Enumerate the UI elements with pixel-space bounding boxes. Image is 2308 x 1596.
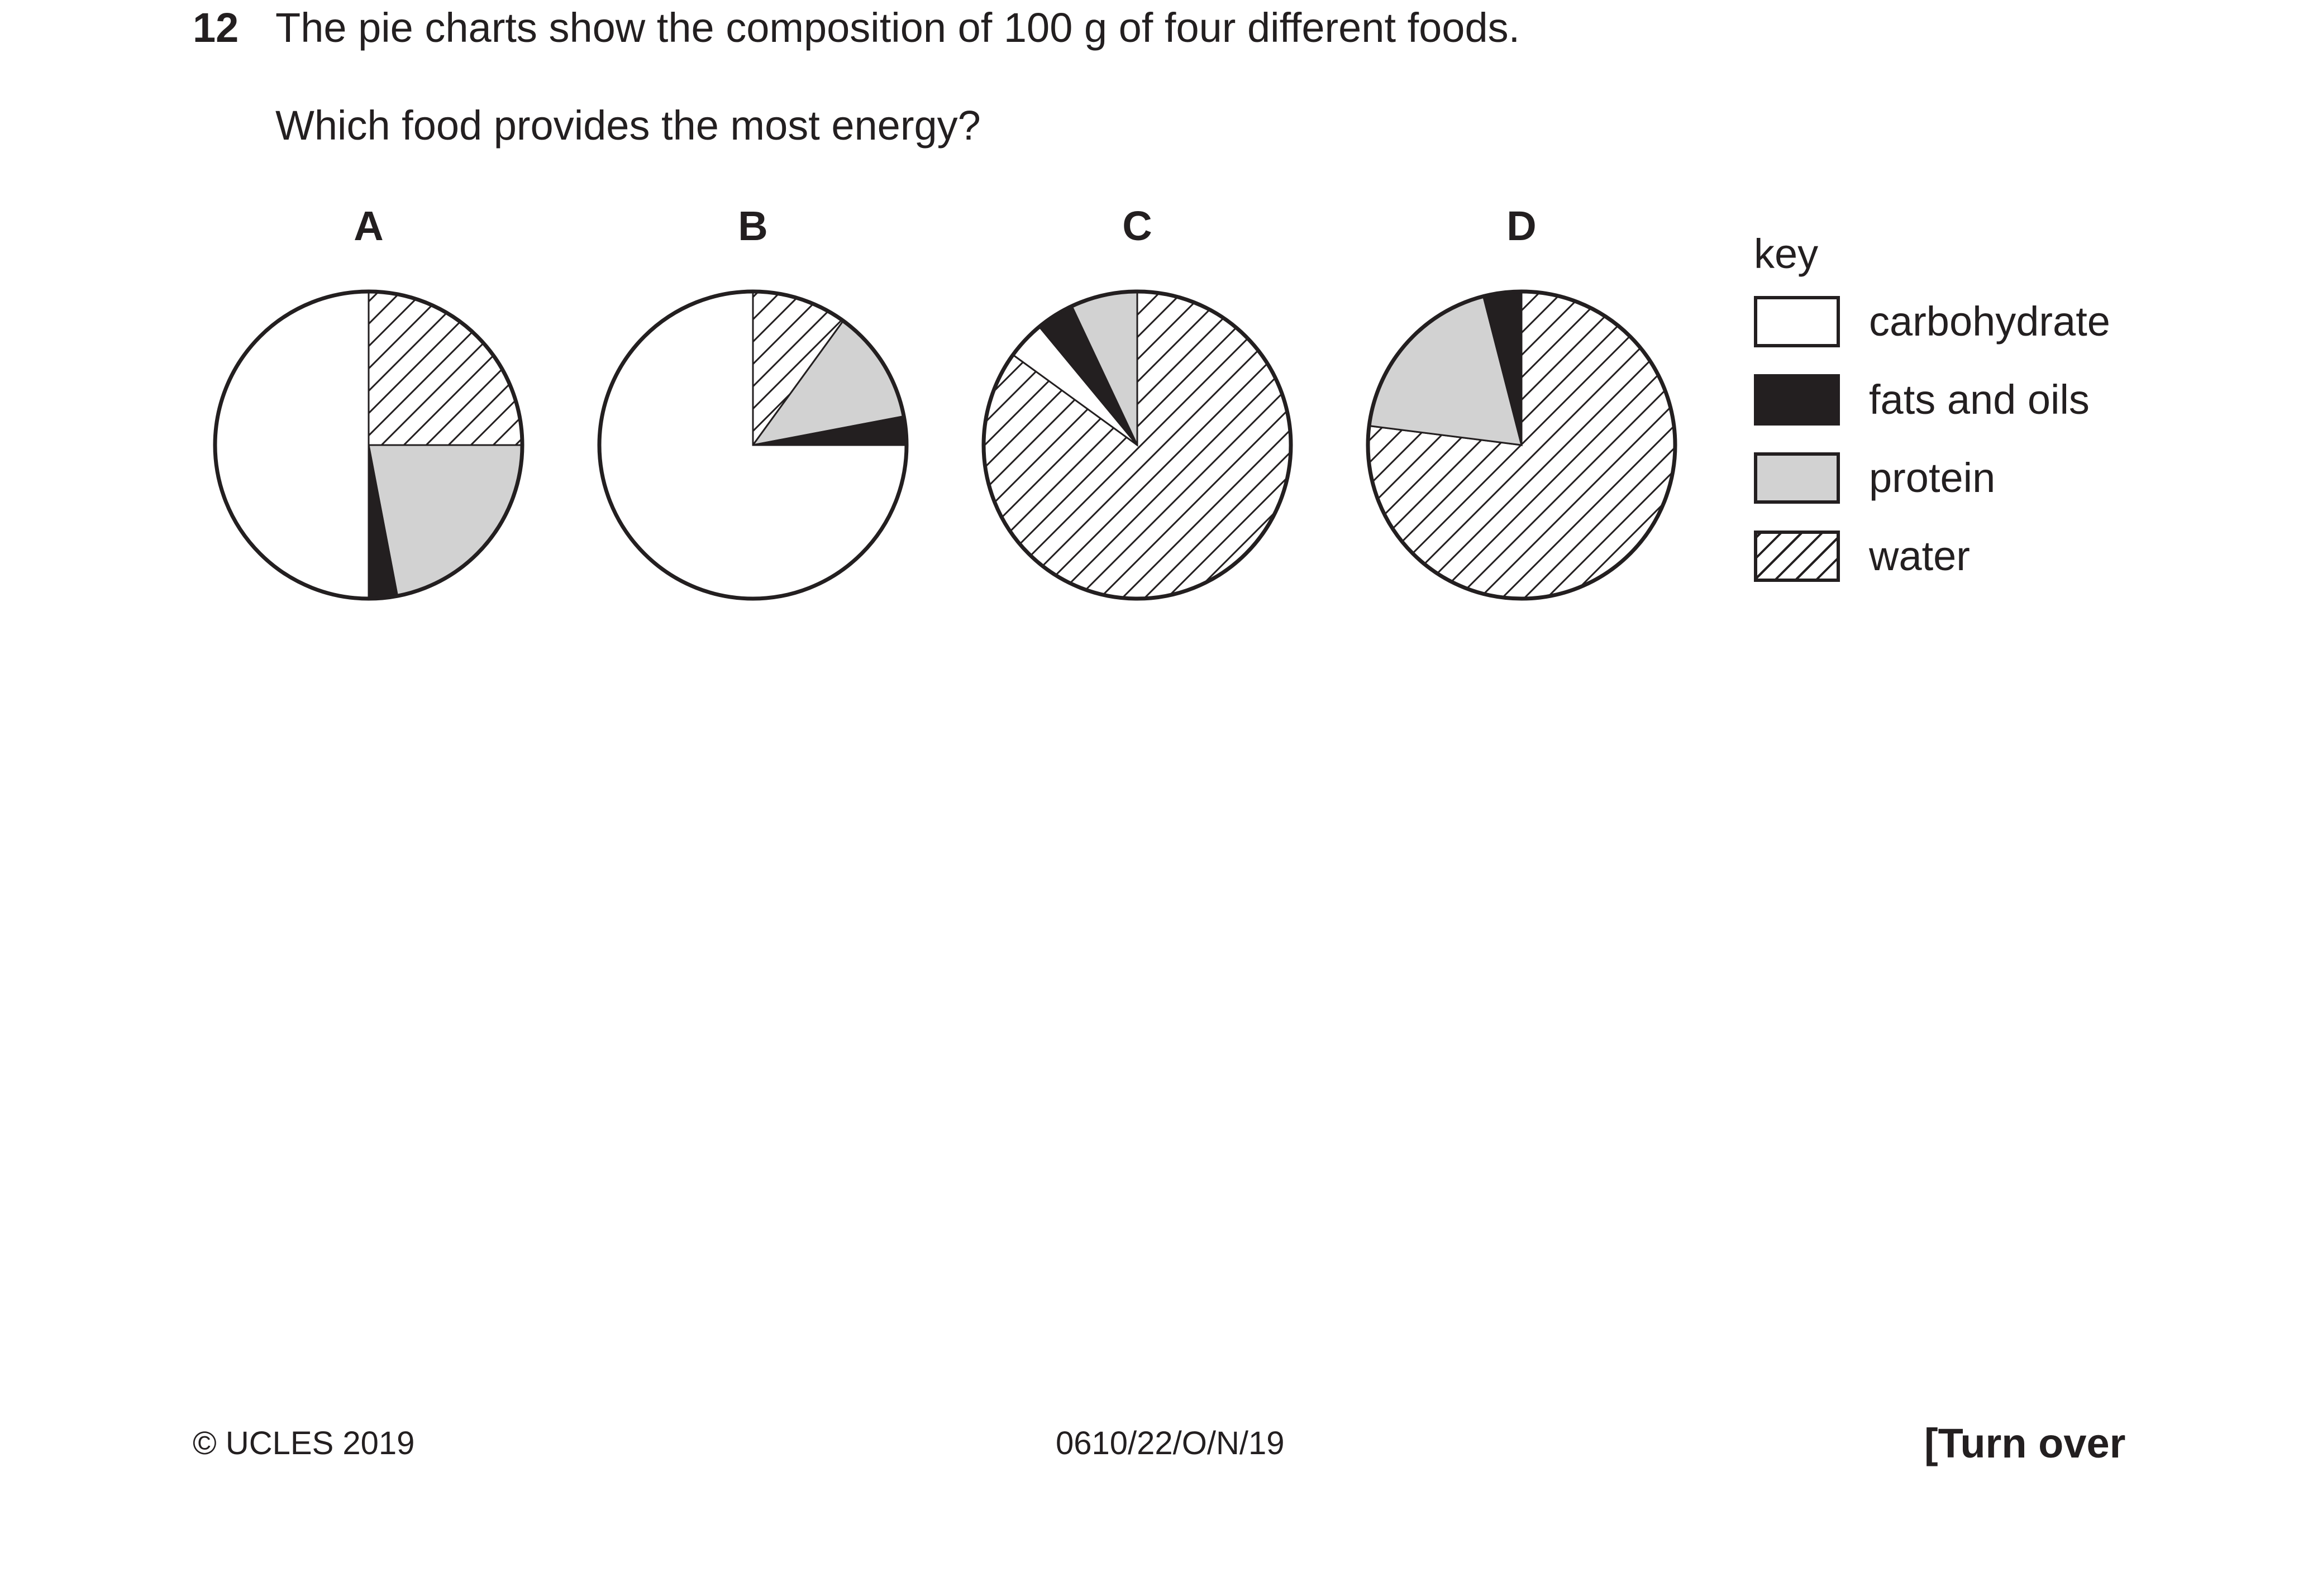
pie-outline [597, 289, 909, 601]
key-label: carbohydrate [1869, 298, 2110, 345]
turn-over: [Turn over [1924, 1420, 2126, 1466]
pie-slice-water [368, 290, 523, 446]
pie-slice-carbohydrate [214, 290, 370, 600]
question-number: 12 [193, 4, 239, 51]
question-prompt: Which food provides the most energy? [275, 102, 981, 149]
key-label: water [1869, 533, 1970, 579]
pie-title-b: B [738, 203, 767, 249]
key-label: protein [1869, 455, 1996, 501]
water-swatch [1754, 531, 1840, 582]
pie-charts: A B C D [213, 203, 1677, 601]
pie-title-a: A [354, 203, 383, 249]
pie-outline [213, 289, 524, 601]
carbohydrate-swatch [1754, 296, 1840, 347]
copyright: © UCLES 2019 [193, 1425, 415, 1461]
protein-swatch [1754, 452, 1840, 504]
key-title: key [1754, 231, 1819, 277]
question-text: The pie charts show the composition of 1… [275, 4, 1520, 51]
fats-and-oils-swatch [1754, 374, 1840, 426]
paper-code: 0610/22/O/N/19 [1056, 1425, 1285, 1461]
key-label: fats and oils [1869, 376, 2090, 423]
pie-title-d: D [1506, 203, 1536, 249]
pie-title-c: C [1122, 203, 1152, 249]
pie-outline [981, 289, 1293, 601]
pie-outline [1366, 289, 1677, 601]
